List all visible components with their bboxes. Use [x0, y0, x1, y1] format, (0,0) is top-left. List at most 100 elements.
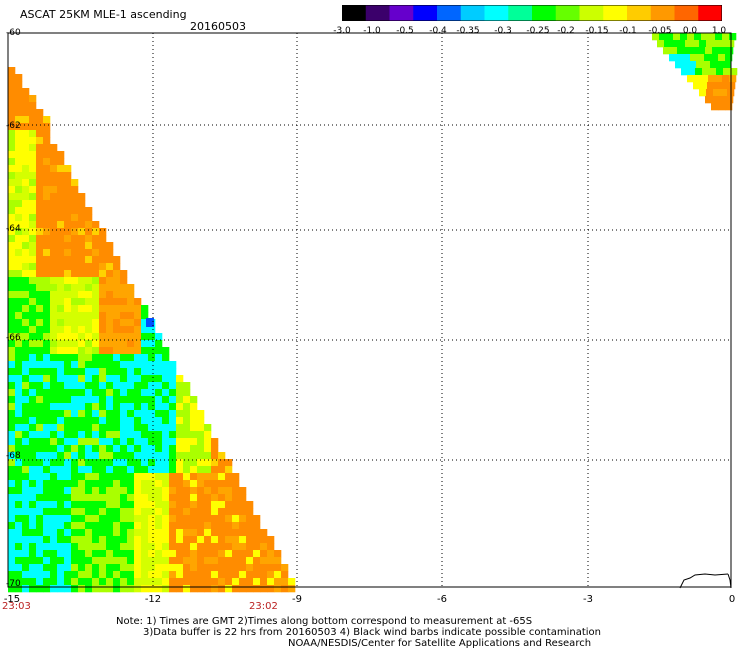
swath-pixel: [99, 298, 107, 306]
swath-pixel: [134, 564, 142, 572]
swath-pixel: [15, 473, 23, 481]
swath-pixel: [43, 256, 51, 264]
swath-pixel: [218, 571, 226, 579]
swath-pixel: [36, 165, 44, 173]
swath-pixel: [706, 40, 714, 48]
swath-pixel: [106, 298, 114, 306]
swath-pixel: [8, 361, 16, 369]
swath-pixel: [71, 291, 79, 299]
swath-pixel: [155, 445, 163, 453]
swath-pixel: [120, 424, 128, 432]
swath-pixel: [78, 228, 86, 236]
swath-pixel: [148, 354, 156, 362]
swath-pixel: [36, 207, 44, 215]
swath-pixel: [694, 33, 702, 41]
swath-pixel: [50, 312, 58, 320]
swath-pixel: [722, 33, 730, 41]
swath-pixel: [162, 501, 170, 509]
swath-pixel: [36, 452, 44, 460]
swath-pixel: [8, 431, 16, 439]
swath-pixel: [204, 585, 212, 593]
swath-pixel: [22, 347, 30, 355]
colorbar-label: 1.0: [711, 26, 727, 36]
swath-pixel: [85, 564, 93, 572]
swath-pixel: [197, 564, 205, 572]
swath-pixel: [15, 466, 23, 474]
swath-pixel: [92, 312, 100, 320]
swath-pixel: [71, 431, 79, 439]
swath-pixel: [197, 480, 205, 488]
swath-pixel: [71, 417, 79, 425]
swath-pixel: [701, 75, 709, 83]
swath-pixel: [232, 487, 240, 495]
swath-pixel: [15, 165, 23, 173]
swath-pixel: [106, 361, 114, 369]
swath-pixel: [92, 501, 100, 509]
swath-pixel: [246, 501, 254, 509]
swath-pixel: [29, 130, 37, 138]
swath-pixel: [162, 585, 170, 593]
swath-pixel: [218, 578, 226, 586]
swath-pixel: [92, 368, 100, 376]
swath-pixel: [120, 410, 128, 418]
swath-pixel: [155, 522, 163, 530]
swath-pixel: [113, 263, 121, 271]
swath-pixel: [113, 543, 121, 551]
swath-pixel: [183, 578, 191, 586]
swath-pixel: [43, 200, 51, 208]
swath-pixel: [225, 529, 233, 537]
swath-pixel: [43, 431, 51, 439]
swath-pixel: [78, 256, 86, 264]
swath-pixel: [127, 452, 135, 460]
swath-pixel: [8, 305, 16, 313]
swath-pixel: [29, 445, 37, 453]
swath-pixel: [127, 431, 135, 439]
swath-pixel: [50, 305, 58, 313]
swath-pixel: [85, 249, 93, 257]
swath-pixel: [155, 487, 163, 495]
swath-pixel: [239, 564, 247, 572]
swath-pixel: [71, 494, 79, 502]
swath-pixel: [43, 333, 51, 341]
swath-pixel: [64, 319, 72, 327]
swath-pixel: [204, 424, 212, 432]
swath-pixel: [22, 207, 30, 215]
swath-pixel: [127, 529, 135, 537]
swath-pixel: [71, 312, 79, 320]
swath-pixel: [57, 165, 65, 173]
swath-pixel: [85, 452, 93, 460]
swath-pixel: [120, 340, 128, 348]
swath-pixel: [148, 361, 156, 369]
swath-pixel: [29, 270, 37, 278]
swath-pixel: [204, 578, 212, 586]
swath-pixel: [64, 585, 72, 593]
swath-pixel: [92, 221, 100, 229]
swath-pixel: [36, 172, 44, 180]
swath-pixel: [127, 550, 135, 558]
swath-pixel: [22, 333, 30, 341]
swath-pixel: [134, 431, 142, 439]
swath-pixel: [176, 417, 184, 425]
swath-pixel: [15, 536, 23, 544]
swath-pixel: [15, 151, 23, 159]
swath-pixel: [169, 431, 177, 439]
swath-pixel: [162, 382, 170, 390]
swath-pixel: [148, 459, 156, 467]
swath-pixel: [155, 375, 163, 383]
swath-pixel: [113, 522, 121, 530]
swath-pixel: [113, 417, 121, 425]
swath-pixel: [197, 459, 205, 467]
swath-pixel: [50, 172, 58, 180]
swath-pixel: [99, 284, 107, 292]
swath-pixel: [155, 396, 163, 404]
swath-pixel: [113, 284, 121, 292]
swath-pixel: [148, 487, 156, 495]
swath-pixel: [43, 158, 51, 166]
swath-pixel: [232, 522, 240, 530]
swath-pixel: [127, 326, 135, 334]
swath-pixel: [225, 459, 233, 467]
swath-pixel: [50, 557, 58, 565]
swath-pixel: [134, 501, 142, 509]
swath-pixel: [64, 193, 72, 201]
swath-pixel: [29, 186, 37, 194]
